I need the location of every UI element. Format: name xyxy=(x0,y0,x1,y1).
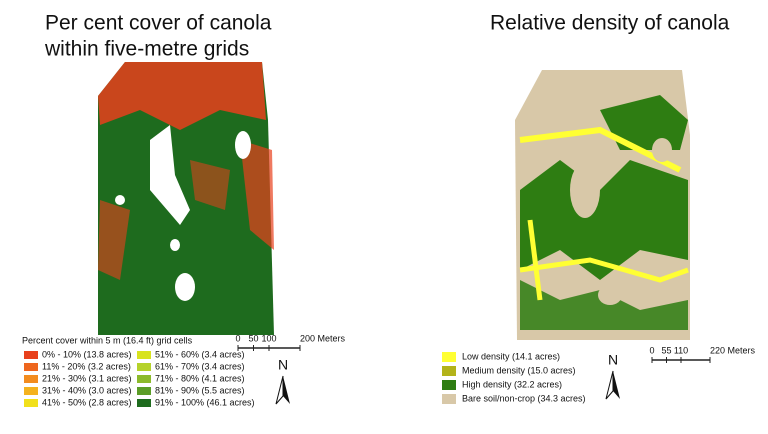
legend-label: Medium density (15.0 acres) xyxy=(462,365,576,375)
legend-swatch xyxy=(137,387,151,395)
scale-label: 110 xyxy=(674,345,688,355)
legend-label: Bare soil/non-crop (34.3 acres) xyxy=(462,393,586,403)
legend-swatch xyxy=(24,363,38,371)
legend-label: 51% - 60% (3.4 acres) xyxy=(155,349,245,359)
legend-title: Percent cover within 5 m (16.4 ft) grid … xyxy=(22,335,193,345)
map-title: Per cent cover of canola xyxy=(45,12,272,35)
labels: Per cent cover of canola within five-metr… xyxy=(22,12,756,408)
north-arrow xyxy=(613,371,620,399)
legend-label: 81% - 90% (5.5 acres) xyxy=(155,385,245,395)
legend-label: 91% - 100% (46.1 acres) xyxy=(155,397,255,407)
north-label: N xyxy=(278,357,288,373)
legend-swatch xyxy=(137,363,151,371)
legend-label: Low density (14.1 acres) xyxy=(462,351,560,361)
legend-label: 71% - 80% (4.1 acres) xyxy=(155,373,245,383)
legend-swatch xyxy=(442,394,456,404)
scale-label: 55 xyxy=(661,345,671,355)
legend-swatch xyxy=(137,375,151,383)
cover-map xyxy=(98,62,274,335)
legend-label: 61% - 70% (3.4 acres) xyxy=(155,361,245,371)
scale-label: 0 xyxy=(235,333,240,343)
scale-label: 100 xyxy=(261,333,276,343)
legend-swatch xyxy=(137,351,151,359)
north-arrow xyxy=(605,370,614,400)
legend-swatch xyxy=(24,351,38,359)
legend-swatch xyxy=(24,375,38,383)
scale-label: 50 xyxy=(248,333,258,343)
density-map xyxy=(515,70,690,340)
legend-swatch xyxy=(442,366,456,376)
scale-label: 0 xyxy=(649,345,654,355)
map-title: within five-metre grids xyxy=(44,38,249,61)
map-title: Relative density of canola xyxy=(490,12,730,35)
legend-label: High density (32.2 acres) xyxy=(462,379,562,389)
legend-label: 11% - 20% (3.2 acres) xyxy=(42,361,131,371)
north-label: N xyxy=(608,352,618,368)
legend-swatch xyxy=(24,387,38,395)
legend-swatch xyxy=(137,399,151,407)
scale-label: 200 Meters xyxy=(300,333,346,343)
scale-label: 220 Meters xyxy=(710,345,756,355)
legend-label: 31% - 40% (3.0 acres) xyxy=(42,385,132,395)
legend-swatch xyxy=(442,380,456,390)
legend-label: 41% - 50% (2.8 acres) xyxy=(42,397,132,407)
legend-swatch xyxy=(442,352,456,362)
legend-label: 21% - 30% (3.1 acres) xyxy=(42,373,132,383)
legend-label: 0% - 10% (13.8 acres) xyxy=(42,349,132,359)
legend-swatch xyxy=(24,399,38,407)
north-arrow xyxy=(275,375,284,405)
north-arrow xyxy=(283,376,290,404)
